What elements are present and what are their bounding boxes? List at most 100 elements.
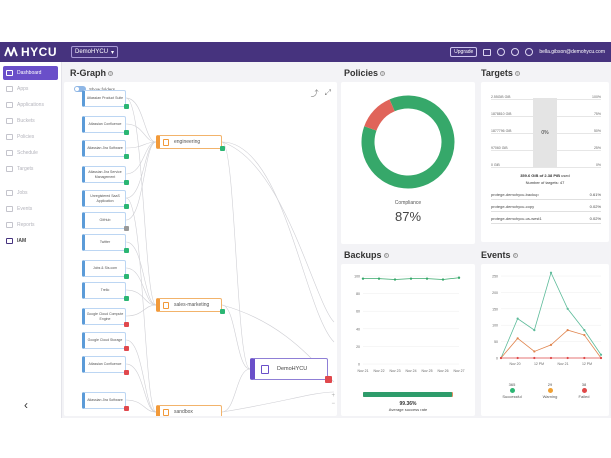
share-graph-icon[interactable]: ⤴: [310, 89, 319, 98]
x-tick-label: Nov 21: [357, 369, 368, 373]
policies-panel[interactable]: Compliance 87%: [341, 82, 475, 244]
y-tick-label-right: 25%: [593, 146, 601, 150]
data-point[interactable]: [533, 356, 536, 360]
rgraph-node[interactable]: Atlassian Jira Software: [82, 392, 129, 411]
graph-toolbar: ⤴ ⤢: [311, 88, 331, 99]
events-title-text: Events: [481, 250, 511, 260]
data-point[interactable]: [425, 277, 429, 280]
backups-panel[interactable]: 0 20 40 60 80 100 Nov 21 Nov 22 Nov 23 Nov 24 Nov …: [341, 264, 475, 416]
rgraph-node[interactable]: Google Cloud Storage: [82, 332, 129, 351]
sidebar-item-iam[interactable]: IAM: [3, 234, 58, 248]
help-icon[interactable]: [511, 48, 520, 56]
rgraph-node[interactable]: Google Cloud Compute Engine: [82, 308, 129, 327]
successful-label: Successful: [502, 394, 522, 399]
data-point[interactable]: [457, 276, 461, 279]
sidebar-item-policies[interactable]: Policies: [3, 130, 58, 144]
targets-title-text: Targets: [481, 68, 513, 78]
rgraph-group[interactable]: sales-marketing: [156, 298, 225, 314]
events-panel[interactable]: 0 50 100 150 200 250 Nov 20 12 PM Nov 21 12 PM 36…: [481, 264, 609, 416]
help-icon[interactable]: ?: [380, 70, 386, 76]
settings-icon[interactable]: [497, 48, 506, 56]
data-point[interactable]: [566, 356, 569, 360]
success-rate-label: Average success rate: [388, 407, 428, 412]
rgraph-panel[interactable]: Show folders ⤴ ⤢ Atlassian Product Suite…: [64, 82, 337, 416]
help-icon[interactable]: ?: [108, 70, 113, 76]
target-row[interactable]: protege-demohycu-backup 0.61%: [491, 190, 601, 200]
storage-used-text: 359.6 GiB of 2.38 PiB used: [481, 173, 609, 178]
x-tick-label: Nov 22: [373, 369, 384, 373]
data-point[interactable]: [441, 278, 445, 281]
brand-name: HYCU: [21, 45, 58, 59]
fullscreen-icon[interactable]: ⤢: [324, 88, 331, 97]
data-point[interactable]: [533, 329, 536, 332]
data-point[interactable]: [549, 271, 553, 274]
rgraph-node[interactable]: Twitter: [82, 234, 129, 253]
data-point[interactable]: [583, 356, 586, 360]
data-point[interactable]: [583, 333, 586, 337]
target-row[interactable]: protege-demohycu-us-west1 0.02%: [491, 214, 601, 224]
data-point[interactable]: [533, 350, 536, 353]
data-point[interactable]: [566, 307, 569, 310]
events-warning[interactable]: 29 Warning: [535, 382, 565, 399]
sidebar-item-buckets[interactable]: Buckets: [3, 114, 58, 128]
data-point[interactable]: [599, 356, 603, 360]
sidebar-item-events[interactable]: Events: [3, 202, 58, 216]
user-email[interactable]: bella.gibson@demohycu.com: [539, 49, 605, 55]
targets-panel[interactable]: 2.55GiB GiB 1878810 GiB 1877796 GiB 9706…: [481, 82, 609, 242]
sidebar-item-targets[interactable]: Targets: [3, 162, 58, 176]
help-icon[interactable]: ?: [383, 252, 389, 258]
sidebar-item-applications[interactable]: Applications: [3, 98, 58, 112]
data-point[interactable]: [599, 353, 603, 356]
data-point[interactable]: [361, 277, 365, 280]
data-point[interactable]: [499, 356, 503, 360]
zoom-out-icon[interactable]: −: [331, 401, 335, 407]
rgraph-node[interactable]: Trello: [82, 282, 129, 301]
rgraph-node[interactable]: Atlassian Confluence: [82, 356, 129, 375]
data-point[interactable]: [549, 356, 553, 360]
sidebar-item-apps[interactable]: Apps: [3, 82, 58, 96]
rgraph-group[interactable]: engineering: [156, 135, 225, 151]
rgraph-group[interactable]: sandbox: [156, 405, 222, 416]
help-icon[interactable]: ?: [514, 70, 520, 76]
data-point[interactable]: [393, 278, 397, 281]
data-point[interactable]: [516, 356, 519, 360]
sidebar-item-reports[interactable]: Reports: [3, 218, 58, 232]
rgraph-node[interactable]: Atlassian Jira Software: [82, 140, 129, 159]
donut-slice-compliant[interactable]: [361, 95, 455, 189]
failed-count: 38: [581, 382, 587, 387]
data-point[interactable]: [516, 317, 519, 320]
node-label: Atlassian Jira Service Management: [88, 170, 122, 179]
data-point[interactable]: [409, 277, 413, 280]
rgraph-node[interactable]: GitHub: [82, 212, 129, 231]
storage-bar[interactable]: [533, 98, 557, 167]
data-point[interactable]: [549, 343, 553, 346]
rgraph-root-node[interactable]: DemoHYCU: [250, 358, 332, 383]
hycu-logo[interactable]: HYCU: [4, 45, 57, 59]
donut-slice-non-compliant[interactable]: [364, 99, 396, 131]
rgraph-node[interactable]: Atlassian Confluence: [82, 116, 129, 135]
cart-icon[interactable]: [483, 48, 492, 56]
zoom-in-icon[interactable]: +: [331, 393, 335, 399]
rgraph-node[interactable]: Atlassian Product Suite: [82, 90, 129, 109]
help-icon[interactable]: ?: [512, 252, 518, 258]
target-row[interactable]: protege-demohycu-copy 0.02%: [491, 202, 601, 212]
events-successful[interactable]: 365 Successful: [497, 382, 527, 399]
data-point[interactable]: [377, 277, 381, 280]
data-point[interactable]: [566, 329, 569, 332]
tenant-selector[interactable]: DemoHYCU ▾: [71, 46, 119, 58]
backups-title-text: Backups: [344, 250, 382, 260]
user-avatar-icon[interactable]: [525, 48, 534, 56]
rgraph-node[interactable]: Jobs & Sis.com: [82, 260, 129, 279]
toggle-switch[interactable]: [74, 86, 86, 92]
show-folders-toggle[interactable]: Show folders: [74, 86, 115, 92]
sidebar-item-jobs[interactable]: Jobs: [3, 186, 58, 200]
collapse-sidebar-icon[interactable]: ‹: [24, 398, 28, 412]
rgraph-node[interactable]: Atlassian Jira Service Management: [82, 166, 129, 185]
upgrade-button[interactable]: Upgrade: [450, 47, 478, 57]
data-point[interactable]: [583, 329, 586, 332]
events-failed[interactable]: 38 Failed: [569, 382, 599, 399]
data-point[interactable]: [516, 337, 519, 340]
rgraph-node[interactable]: Unregistered SaaS Application: [82, 190, 129, 209]
sidebar-item-dashboard[interactable]: Dashboard: [3, 66, 58, 80]
sidebar-item-schedule[interactable]: Schedule: [3, 146, 58, 160]
